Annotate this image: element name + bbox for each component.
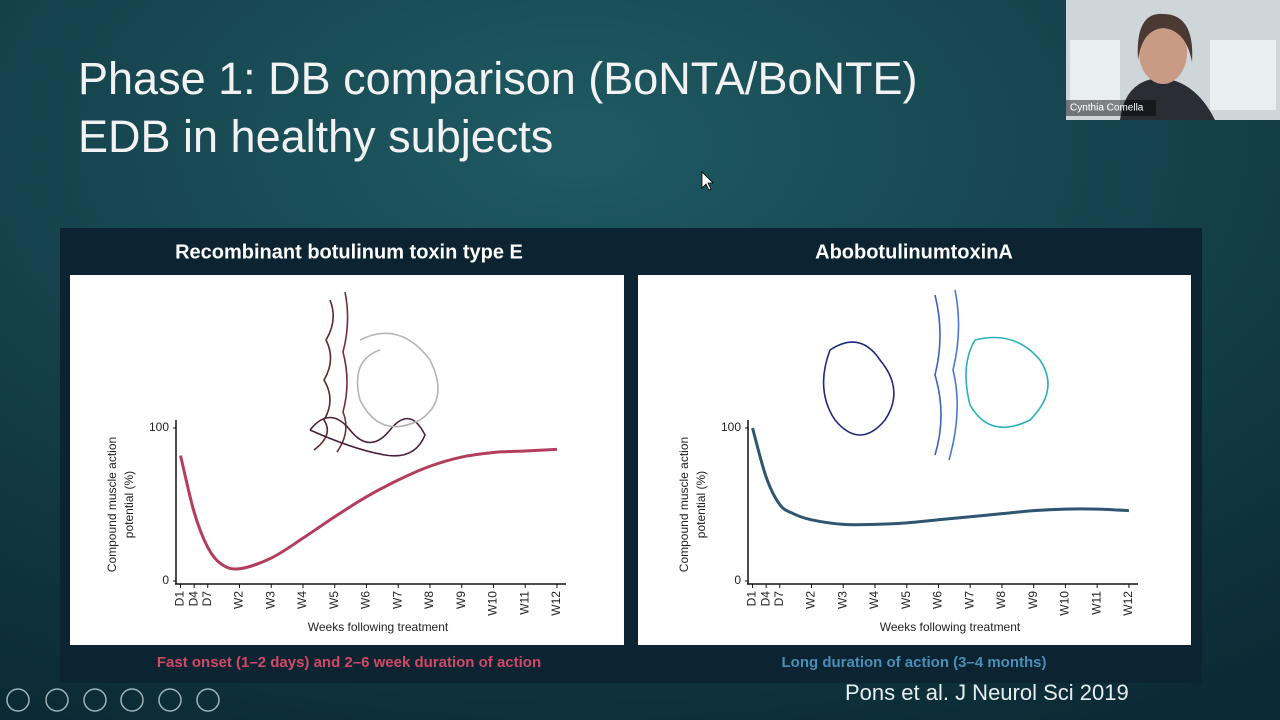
x-tick-label: W11 [517,591,531,615]
x-tick-label: W7 [962,591,976,609]
y-tick-label: 100 [149,420,169,434]
protein-structure [822,289,1049,461]
next-button[interactable] [45,688,69,712]
x-tick-label: D7 [772,591,786,607]
slides-button[interactable] [120,688,144,712]
citation: Pons et al. J Neurol Sci 2019 [845,680,1129,705]
x-tick-label: W9 [1026,591,1040,609]
window [1070,40,1120,110]
x-tick-label: W2 [804,591,818,609]
chart-title: AbobotulinumtoxinA [815,241,1013,263]
x-tick-label: W2 [232,591,246,609]
webcam-tile[interactable]: Cynthia Comella [1066,0,1280,120]
x-tick-label: W10 [1058,591,1072,616]
x-tick-label: W10 [486,591,500,616]
person-hair [1137,13,1193,62]
data-line [751,427,1130,527]
data-line [179,447,558,571]
x-tick-label: D4 [186,591,200,607]
chart-title: Recombinant botulinum toxin type E [175,241,523,263]
x-tick-label: D1 [173,591,187,607]
x-tick-label: W12 [1121,591,1135,616]
x-tick-label: W3 [263,591,277,609]
x-tick-label: D7 [200,591,214,607]
y-tick-label: 0 [734,573,741,587]
slide-title: Phase 1: DB comparison (BoNTA/BoNTE) [78,53,917,104]
x-tick-label: W4 [295,591,309,609]
y-tick-label: 0 [162,573,169,587]
x-tick-label: W6 [359,591,373,609]
more-button[interactable] [196,688,220,712]
x-tick-label: W8 [994,591,1008,609]
chart-caption: Long duration of action (3–4 months) [782,654,1047,671]
x-tick-label: D1 [745,591,759,607]
x-tick-label: W5 [327,591,341,609]
pen-button[interactable] [83,688,107,712]
chart-box [638,275,1191,645]
y-axis-label: Compound muscle action [105,437,119,572]
x-tick-label: W12 [549,591,563,616]
x-tick-label: W3 [835,591,849,609]
y-tick-label: 100 [721,420,741,434]
person-face [1139,20,1187,84]
y-axis-label: Compound muscle action [677,437,691,572]
protein-structure [309,291,439,457]
x-tick-label: W6 [931,591,945,609]
name-badge [1066,100,1156,116]
x-tick-label: W8 [422,591,436,609]
x-axis-label: Weeks following treatment [880,620,1021,634]
person-body [1120,78,1215,120]
x-tick-label: W9 [454,591,468,609]
toolbar [6,688,220,712]
y-axis-label: potential (%) [122,471,136,538]
x-tick-label: D4 [758,591,772,607]
x-tick-label: W4 [867,591,881,609]
x-tick-label: W11 [1089,591,1103,615]
x-tick-label: W7 [390,591,404,609]
slide-title: EDB in healthy subjects [78,111,553,162]
x-axis-label: Weeks following treatment [308,620,449,634]
zoom-button[interactable] [158,688,182,712]
mouse-cursor [701,171,714,191]
chart-caption: Fast onset (1–2 days) and 2–6 week durat… [157,654,541,671]
prev-button[interactable] [6,688,30,712]
window [1210,40,1276,110]
y-axis-label: potential (%) [694,471,708,538]
participant-name: Cynthia Comella [1070,103,1144,114]
x-tick-label: W5 [899,591,913,609]
